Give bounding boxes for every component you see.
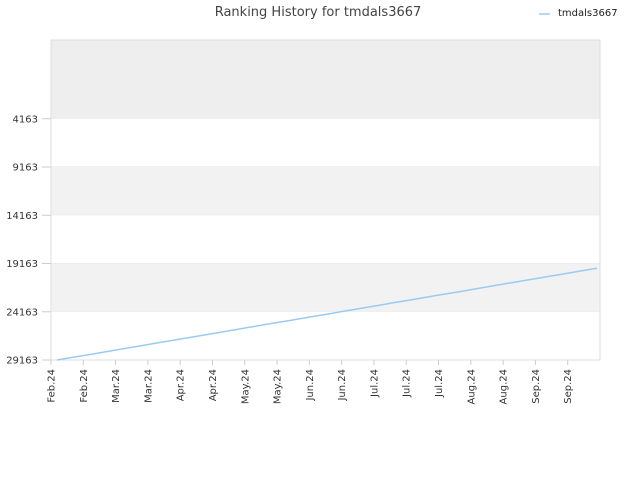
- grid-bands: [51, 40, 600, 361]
- x-tick-label: Sep.24: [531, 369, 542, 404]
- x-tick-label: Apr.24: [208, 369, 219, 401]
- y-tick-label: 4163: [13, 114, 38, 125]
- grid-band: [51, 40, 600, 119]
- x-tick-label: Jun.24: [337, 369, 348, 402]
- y-tick-label: 24163: [6, 307, 38, 318]
- y-tick-label: 19163: [6, 259, 38, 270]
- x-axis-ticks: Feb.24 Feb.24 Mar.24 Mar.24 Apr.24 Apr.24 May.…: [47, 360, 574, 404]
- grid-band: [51, 263, 600, 312]
- plot-border: [50, 39, 601, 361]
- chart-title: Ranking History for tmdals3667: [215, 5, 422, 20]
- x-tick-label: Mar.24: [143, 369, 154, 403]
- x-tick-label: Jun.24: [305, 369, 316, 402]
- grid-band: [51, 215, 600, 264]
- x-tick-label: Jul.24: [402, 369, 413, 398]
- y-tick-label: 29163: [6, 356, 38, 367]
- grid-band: [51, 167, 600, 216]
- y-axis-ticks: 4163 9163 14163 19163 24163 29163: [6, 114, 51, 367]
- x-tick-label: May.24: [273, 369, 284, 404]
- legend-label: tmdals3667: [558, 8, 618, 19]
- x-tick-label: Feb.24: [47, 369, 58, 403]
- y-tick-label: 9163: [13, 163, 38, 174]
- legend: tmdals3667: [539, 8, 618, 19]
- series-lines: [56, 267, 598, 361]
- y-tick-label: 14163: [6, 211, 38, 222]
- x-tick-label: Feb.24: [79, 369, 90, 403]
- x-tick-label: Jul.24: [369, 369, 380, 398]
- series-line: [56, 267, 598, 361]
- x-tick-label: Aug.24: [499, 369, 510, 404]
- x-tick-label: Jul.24: [434, 369, 445, 398]
- x-tick-label: Apr.24: [176, 369, 187, 401]
- grid-band: [51, 311, 600, 360]
- x-tick-label: Aug.24: [466, 369, 477, 404]
- grid-band: [51, 118, 600, 168]
- x-tick-label: Sep.24: [563, 369, 574, 404]
- x-tick-label: Mar.24: [111, 369, 122, 403]
- x-tick-label: May.24: [240, 369, 251, 404]
